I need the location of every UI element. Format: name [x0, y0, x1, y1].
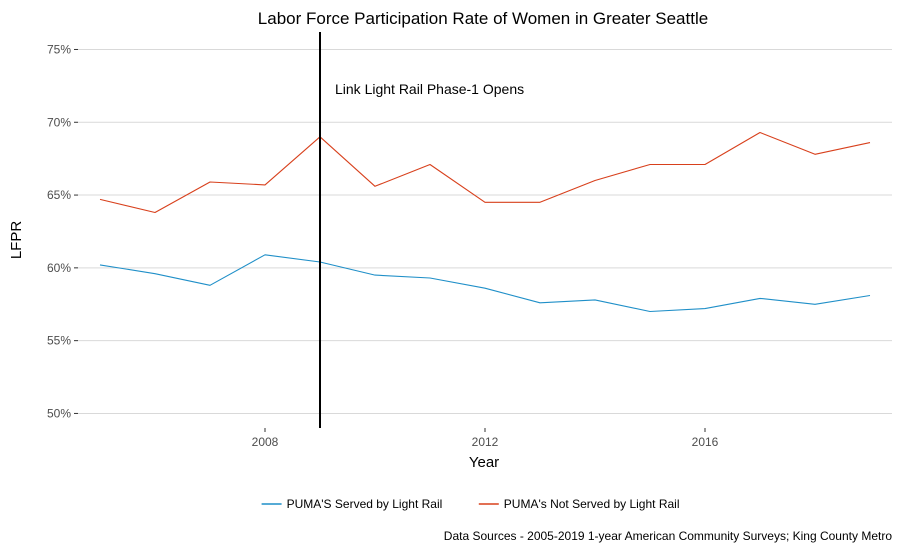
x-axis-ticks: 2008 2012 2016	[252, 428, 719, 449]
series-line-1	[99, 254, 871, 313]
data-source-caption: Data Sources - 2005-2019 1-year American…	[444, 529, 893, 543]
series-lines	[99, 131, 871, 313]
x-tick-label: 2008	[252, 435, 279, 449]
y-axis-ticks: 50% 55% 60% 65% 70% 75%	[47, 42, 78, 420]
legend-label-2: PUMA's Not Served by Light Rail	[504, 497, 680, 511]
y-tick-label: 65%	[47, 188, 71, 202]
series-line-2	[99, 131, 871, 214]
y-tick-label: 50%	[47, 406, 71, 420]
gridlines	[78, 48, 892, 414]
y-tick-label: 60%	[47, 261, 71, 275]
x-tick-label: 2012	[472, 435, 499, 449]
legend: PUMA'S Served by Light Rail PUMA's Not Se…	[261, 497, 680, 511]
x-tick-label: 2016	[692, 435, 719, 449]
legend-label-1: PUMA'S Served by Light Rail	[287, 497, 443, 511]
chart-title: Labor Force Participation Rate of Women …	[258, 9, 708, 28]
y-tick-label: 70%	[47, 115, 71, 129]
y-tick-label: 55%	[47, 334, 71, 348]
event-annotation: Link Light Rail Phase-1 Opens	[335, 81, 524, 97]
x-axis-title: Year	[469, 454, 499, 471]
y-axis-title: LFPR	[8, 221, 25, 260]
y-tick-label: 75%	[47, 42, 71, 56]
